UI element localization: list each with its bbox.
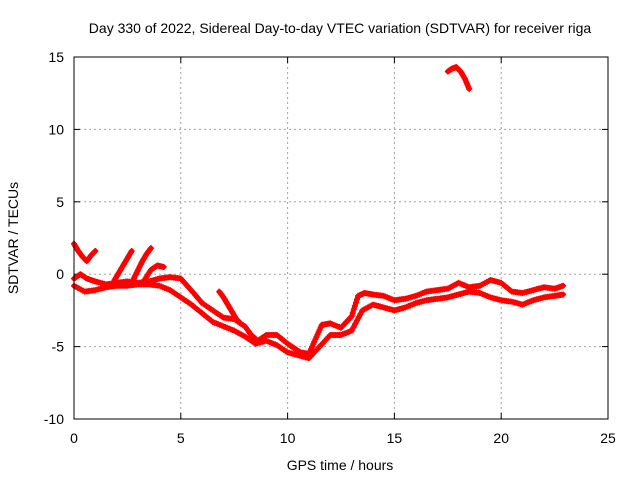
data-point: [349, 309, 356, 316]
data-point: [237, 320, 244, 327]
x-tick-label: 5: [177, 430, 185, 446]
x-tick-label: 20: [493, 430, 509, 446]
series-high-arc: [444, 64, 473, 92]
data-points: [71, 64, 567, 362]
y-tick-label: 15: [48, 49, 64, 65]
data-point: [560, 291, 567, 298]
data-point: [160, 263, 167, 270]
y-tick-label: -10: [44, 411, 64, 427]
data-point: [350, 324, 357, 331]
series-early-arc-2: [130, 245, 154, 282]
data-point: [348, 313, 355, 320]
data-point: [560, 282, 567, 289]
data-point: [352, 320, 359, 327]
data-point: [354, 296, 361, 303]
data-point: [147, 245, 154, 252]
data-point: [355, 314, 362, 321]
data-point: [354, 317, 361, 324]
data-point: [351, 303, 358, 310]
x-axis-label: GPS time / hours: [287, 457, 394, 473]
data-point: [352, 299, 359, 306]
y-tick-label: -5: [52, 339, 65, 355]
series-early-arc-1: [111, 248, 135, 283]
y-tick-label: 10: [48, 121, 64, 137]
x-tick-label: 0: [70, 430, 78, 446]
grid-lines: [74, 57, 608, 419]
chart-title: Day 330 of 2022, Sidereal Day-to-day VTE…: [89, 20, 592, 36]
data-point: [357, 310, 364, 317]
y-tick-label: 0: [56, 266, 64, 282]
x-tick-label: 15: [387, 430, 403, 446]
plot-frame: [73, 56, 609, 420]
data-point: [92, 248, 99, 255]
x-tick-label: 25: [600, 430, 616, 446]
data-point: [350, 306, 357, 313]
series-lower-band: [71, 281, 567, 362]
series-early-arc-3: [141, 262, 167, 283]
series-early-arc-0: [71, 240, 99, 265]
x-tick-label: 10: [280, 430, 296, 446]
data-point: [348, 327, 355, 334]
data-point: [466, 85, 473, 92]
y-tick-label: 5: [56, 194, 64, 210]
data-point: [128, 248, 135, 255]
y-axis-label: SDTVAR / TECUs: [5, 182, 21, 294]
series-late-arc-7h: [216, 288, 244, 327]
